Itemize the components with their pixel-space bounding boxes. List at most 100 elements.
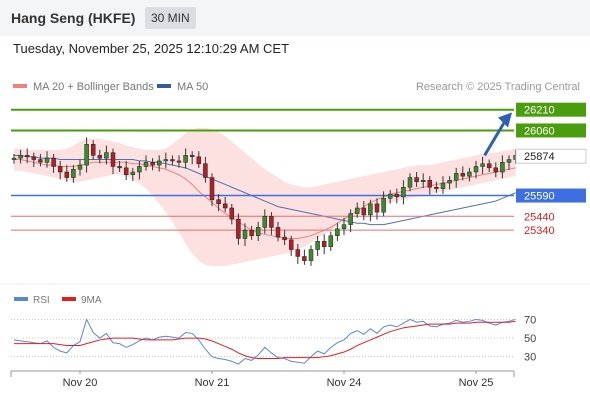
- candle-body: [243, 230, 247, 238]
- x-tick-label: Nov 21: [195, 377, 230, 389]
- last-price-label: 25874: [524, 151, 555, 163]
- candle-body: [375, 204, 379, 212]
- candle-body: [177, 161, 181, 162]
- candle-body: [144, 162, 148, 166]
- candle-body: [283, 237, 287, 240]
- candle-body: [349, 214, 353, 225]
- candle-body: [507, 160, 511, 163]
- candle-body: [38, 160, 42, 163]
- candle-body: [467, 172, 471, 176]
- candle-body: [52, 158, 56, 166]
- candle-body: [12, 158, 16, 159]
- candle-body: [111, 153, 115, 167]
- x-tick-label: Nov 25: [459, 377, 494, 389]
- source-credit: Research © 2025 Trading Central: [416, 81, 580, 93]
- rsi-tick-50: 50: [524, 333, 536, 345]
- candle-body: [434, 187, 438, 188]
- candle-body: [45, 158, 49, 162]
- candle-body: [151, 162, 155, 165]
- candle-body: [408, 178, 412, 188]
- candle-body: [421, 180, 425, 181]
- rsi-legend-label-1: RSI: [33, 295, 50, 306]
- candle-body: [197, 157, 201, 164]
- candle-body: [170, 160, 174, 161]
- candle-body: [184, 155, 188, 162]
- candle-body: [256, 227, 260, 235]
- legend-label-1: MA 20 + Bollinger Bands: [33, 81, 154, 93]
- candle-body: [217, 200, 221, 204]
- candle-body: [454, 173, 458, 180]
- level-label-25440: 25440: [524, 211, 555, 223]
- candle-body: [91, 144, 95, 155]
- level-label-25590: 25590: [524, 191, 555, 203]
- candle-body: [415, 178, 419, 182]
- forecast-arrow-head: [498, 112, 512, 127]
- candle-body: [322, 241, 326, 247]
- candle-body: [223, 204, 227, 208]
- candle-body: [296, 250, 300, 257]
- candle-body: [335, 229, 339, 236]
- candle-body: [104, 153, 108, 159]
- candle-body: [309, 250, 313, 261]
- legend-swatch-1: [13, 84, 27, 88]
- candle-body: [203, 164, 207, 178]
- candle-body: [474, 166, 478, 172]
- level-label-25340: 25340: [524, 225, 555, 237]
- candle-body: [210, 178, 214, 200]
- candle-body: [137, 166, 141, 172]
- candle-body: [269, 216, 273, 227]
- candle-body: [494, 168, 498, 172]
- candle-body: [329, 236, 333, 247]
- x-tick-label: Nov 24: [327, 377, 362, 389]
- candle-body: [441, 183, 445, 189]
- candle-body: [355, 208, 359, 214]
- level-label-26060: 26060: [524, 125, 555, 137]
- candle-body: [32, 157, 36, 160]
- candle-body: [368, 204, 372, 215]
- candle-body: [19, 155, 23, 158]
- rsi-legend-label-2: 9MA: [81, 295, 102, 306]
- candle-body: [289, 240, 293, 250]
- candle-body: [157, 161, 161, 165]
- candle-body: [388, 194, 392, 198]
- candle-body: [164, 160, 168, 161]
- candle-body: [98, 155, 102, 158]
- candle-body: [71, 169, 75, 177]
- candle-body: [250, 230, 254, 236]
- rsi-line: [14, 319, 516, 364]
- rsi-tick-30: 30: [524, 352, 536, 364]
- rsi-legend-swatch-2: [62, 297, 76, 301]
- candle-body: [230, 208, 234, 219]
- forecast-arrow: [485, 119, 506, 155]
- level-label-26210: 26210: [524, 105, 555, 117]
- candle-body: [362, 208, 366, 215]
- candle-body: [236, 219, 240, 238]
- candle-body: [131, 172, 135, 175]
- candle-body: [78, 165, 82, 169]
- candle-body: [65, 172, 69, 178]
- legend-label-2: MA 50: [177, 81, 208, 93]
- rsi-ma-line: [14, 321, 516, 358]
- candle-body: [428, 180, 432, 187]
- rsi-tick-70: 70: [524, 314, 536, 326]
- candle-body: [58, 166, 62, 172]
- candle-body: [263, 216, 267, 227]
- candle-body: [276, 227, 280, 237]
- bollinger-band: [14, 128, 516, 266]
- candle-body: [461, 173, 465, 176]
- candle-body: [487, 164, 491, 168]
- candle-body: [401, 187, 405, 197]
- candle-body: [85, 144, 89, 165]
- candle-body: [395, 194, 399, 197]
- candle-body: [342, 225, 346, 229]
- candle-body: [316, 241, 320, 249]
- legend-swatch-2: [157, 84, 171, 88]
- candle-body: [448, 180, 452, 183]
- candle-body: [25, 155, 29, 156]
- candle-body: [302, 256, 306, 260]
- x-tick-label: Nov 20: [63, 377, 98, 389]
- candle-body: [382, 198, 386, 212]
- candle-body: [500, 162, 504, 172]
- candle-body: [190, 155, 194, 156]
